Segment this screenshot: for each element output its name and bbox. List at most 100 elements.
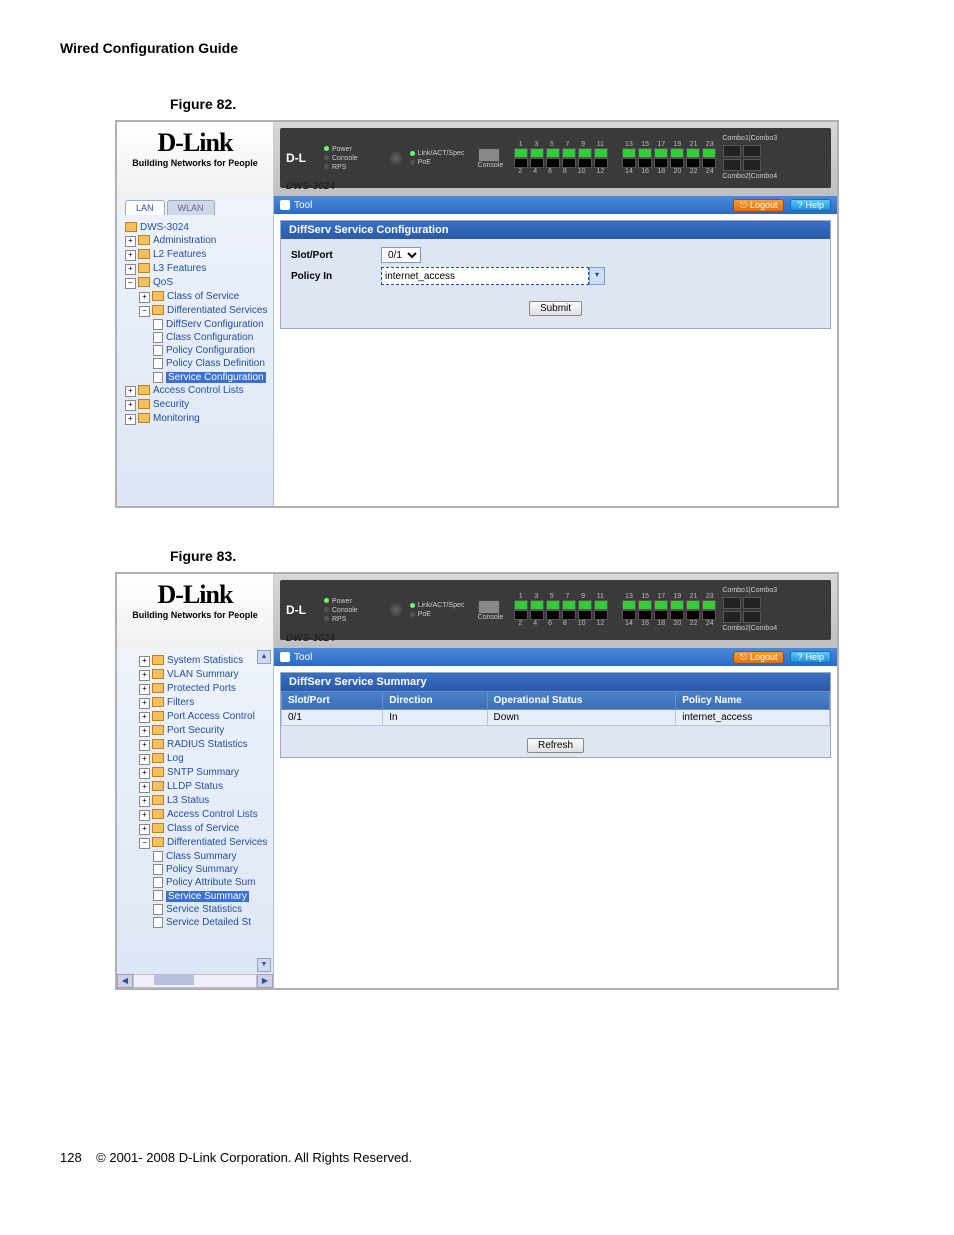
refresh-button[interactable]: Refresh [527,738,584,753]
help-icon: ? [797,200,802,210]
console-port [478,148,500,162]
tree-sec[interactable]: +Security [125,398,273,412]
logo-box: D-Link Building Networks for People [117,122,274,196]
main-content-83: Tool ⎋Logout ?Help DiffServ Service Summ… [274,648,837,988]
tree-mon[interactable]: +Monitoring [125,412,273,426]
nav-tree-83: +System Statistics +VLAN Summary +Protec… [117,648,273,929]
tree-dsc[interactable]: DiffServ Configuration [125,318,273,331]
tree-pasum[interactable]: Policy Attribute Sum [125,876,273,889]
fan-icon [388,150,404,166]
cell-policy: internet_access [676,710,830,726]
help-icon: ? [797,652,802,662]
table-header-row: Slot/Port Direction Operational Status P… [282,692,830,710]
tab-wlan[interactable]: WLAN [167,200,215,215]
policyin-label: Policy In [291,271,381,282]
tree-ps[interactable]: +Port Security [125,724,273,738]
tree-l2[interactable]: +L2 Features [125,248,273,262]
submit-button[interactable]: Submit [529,301,582,316]
tree-l3s[interactable]: +L3 Status [125,794,273,808]
tree-log[interactable]: +Log [125,752,273,766]
tree-ds[interactable]: −Differentiated Services [125,304,273,318]
copyright: © 2001- 2008 D-Link Corporation. All Rig… [96,1150,412,1165]
tool-label-83[interactable]: Tool [294,652,312,663]
port-group-1: 1357911 24681012 [514,141,608,175]
figure-83-screenshot: D-Link Building Networks for People D-L … [115,572,839,990]
config-panel: DiffServ Service Configuration Slot/Port… [280,220,831,329]
sidebar: LAN WLAN DWS-3024 +Administration +L2 Fe… [117,196,274,506]
col-slotport: Slot/Port [282,692,383,710]
logout-button[interactable]: ⎋Logout [733,199,785,212]
logo-box-83: D-Link Building Networks for People [117,574,274,648]
scroll-right-icon[interactable]: ▶ [257,974,273,988]
logout-button-83[interactable]: ⎋Logout [733,651,785,664]
policyin-input[interactable] [381,267,589,285]
panel-title-83: DiffServ Service Summary [281,673,830,691]
scroll-up-icon[interactable]: ▲ [257,650,271,664]
toolbar: Tool ⎋Logout ?Help [274,196,837,214]
tree-rs[interactable]: +RADIUS Statistics [125,738,273,752]
led-group-left: Power Console RPS [324,145,358,172]
device-panel: D-L Power Console RPS Link/ACT/Spec PoE … [274,122,837,196]
tree-cos[interactable]: +Class of Service [125,290,273,304]
scroll-left-icon[interactable]: ◀ [117,974,133,988]
sidebar-83: ▲ +System Statistics +VLAN Summary +Prot… [117,648,274,988]
slotport-label: Slot/Port [291,250,381,261]
tree-ss[interactable]: +System Statistics [125,654,273,668]
tree-l3[interactable]: +L3 Features [125,262,273,276]
tree-fl[interactable]: +Filters [125,696,273,710]
scroll-down-icon[interactable]: ▼ [257,958,271,972]
page-number: 128 [60,1150,82,1165]
tree-pac[interactable]: +Port Access Control [125,710,273,724]
console-label: Console [474,162,506,169]
dropdown-icon[interactable]: ▾ [589,267,605,285]
nav-tree: DWS-3024 +Administration +L2 Features +L… [117,219,273,426]
col-opstatus: Operational Status [487,692,676,710]
tree-cos83[interactable]: +Class of Service [125,822,273,836]
tree-sc[interactable]: Service Configuration [125,371,273,384]
panel-title: DiffServ Service Configuration [281,221,830,239]
tree-pcd[interactable]: Policy Class Definition [125,357,273,370]
logout-icon: ⎋ [740,200,747,211]
tree-acl[interactable]: +Access Control Lists [125,384,273,398]
tool-icon [280,200,290,210]
table-row[interactable]: 0/1 In Down internet_access [282,710,830,726]
summary-panel: DiffServ Service Summary Slot/Port Direc… [280,672,831,758]
tree-acl83[interactable]: +Access Control Lists [125,808,273,822]
tree-ds83[interactable]: −Differentiated Services [125,836,273,850]
tree-admin[interactable]: +Administration [125,234,273,248]
tree-sntp[interactable]: +SNTP Summary [125,766,273,780]
tool-label[interactable]: Tool [294,200,312,211]
logo-main: D-Link [117,128,273,158]
cell-direction: In [383,710,487,726]
tree-root[interactable]: DWS-3024 [125,221,273,234]
tree-lldp[interactable]: +LLDP Status [125,780,273,794]
tree-sdet[interactable]: Service Detailed St [125,916,273,929]
tree-pc[interactable]: Policy Configuration [125,344,273,357]
cell-slotport: 0/1 [282,710,383,726]
h-scrollbar[interactable]: ◀ ▶ [117,974,273,988]
cell-opstatus: Down [487,710,676,726]
main-content: Tool ⎋Logout ?Help DiffServ Service Conf… [274,196,837,506]
tab-lan[interactable]: LAN [125,200,165,215]
col-direction: Direction [383,692,487,710]
logo-main-83: D-Link [117,580,273,610]
tree-pp[interactable]: +Protected Ports [125,682,273,696]
tree-ssum[interactable]: Service Summary [125,889,273,902]
slotport-select[interactable]: 0/1 [381,247,421,263]
tree-csum[interactable]: Class Summary [125,850,273,863]
help-button[interactable]: ?Help [790,199,831,211]
device-brand: D-L [286,151,306,165]
tree-vs[interactable]: +VLAN Summary [125,668,273,682]
tree-qos[interactable]: −QoS [125,276,273,290]
tree-cc[interactable]: Class Configuration [125,331,273,344]
col-policy: Policy Name [676,692,830,710]
figure-82-screenshot: D-Link Building Networks for People D-L … [115,120,839,508]
led-group-right: Link/ACT/Spec PoE [410,149,465,167]
tree-sstat[interactable]: Service Statistics [125,903,273,916]
logo-sub: Building Networks for People [117,158,273,168]
port-group-2: 131517192123 141618202224 [622,141,716,175]
page-footer: 128 © 2001- 2008 D-Link Corporation. All… [60,1150,894,1165]
help-button-83[interactable]: ?Help [790,651,831,663]
summary-table: Slot/Port Direction Operational Status P… [281,691,830,726]
tree-psum[interactable]: Policy Summary [125,863,273,876]
